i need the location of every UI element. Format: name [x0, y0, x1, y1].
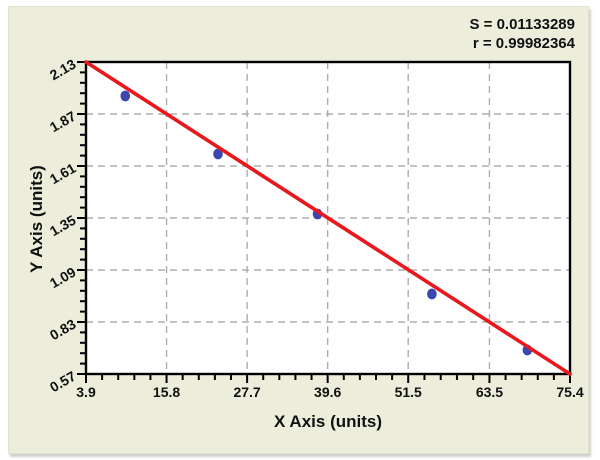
x-tick-label: 39.6 [314, 384, 341, 400]
y-axis-title: Y Axis (units) [27, 165, 46, 273]
stat-r-value: r = 0.99982364 [472, 35, 575, 52]
y-tick-label: 1.61 [47, 160, 79, 188]
fit-statistics: S = 0.01133289 r = 0.99982364 [469, 15, 575, 53]
y-tick-label: 1.09 [47, 264, 79, 292]
y-tick-label: 1.35 [47, 212, 79, 240]
x-axis-title: X Axis (units) [274, 412, 382, 431]
y-tick-label: 2.13 [47, 56, 79, 84]
x-tick-label: 51.5 [395, 384, 422, 400]
data-point [427, 288, 437, 300]
x-tick-label: 75.4 [556, 384, 583, 400]
x-tick-label: 63.5 [476, 384, 503, 400]
y-tick-label: 0.83 [47, 316, 79, 344]
stat-s-value: S = 0.01133289 [469, 16, 575, 33]
x-tick-label: 3.9 [76, 384, 96, 400]
y-tick-label: 1.87 [47, 108, 79, 136]
data-point [213, 148, 223, 160]
y-tick-label: 0.57 [47, 368, 79, 396]
data-point [120, 90, 131, 102]
x-tick-label: 15.8 [153, 384, 180, 400]
fit-line [84, 60, 572, 376]
plot-border [84, 60, 572, 376]
x-tick-label: 27.7 [233, 384, 260, 400]
